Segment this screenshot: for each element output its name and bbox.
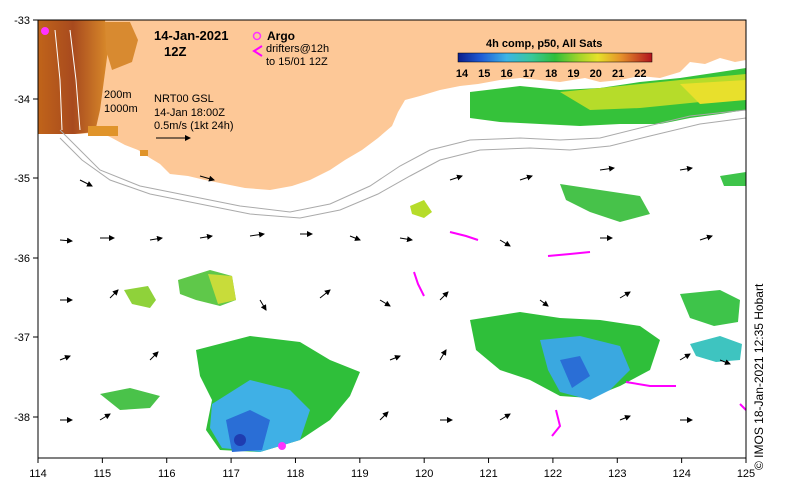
drifter-tracks bbox=[413, 231, 747, 437]
y-tick-label: -38 bbox=[14, 412, 30, 424]
map-time: 12Z bbox=[164, 44, 186, 59]
y-tick-label: -36 bbox=[14, 253, 30, 265]
colorbar-ticks: 14 15 16 17 18 19 20 21 22 bbox=[456, 68, 647, 80]
scale-label: 0.5m/s (1kt 24h) bbox=[154, 120, 233, 132]
x-tick-label: 117 bbox=[222, 468, 240, 480]
land bbox=[38, 20, 746, 190]
colorbar-tick-label: 14 bbox=[456, 68, 469, 80]
colorbar-tick-label: 17 bbox=[523, 68, 535, 80]
x-axis: 114 115 116 117 118 119 120 121 122 123 124 125 bbox=[29, 458, 755, 480]
x-tick-label: 122 bbox=[544, 468, 562, 480]
y-tick-label: -35 bbox=[14, 173, 30, 185]
sst-warm-patch bbox=[38, 20, 108, 134]
x-tick-label: 114 bbox=[29, 468, 47, 480]
x-tick-label: 123 bbox=[608, 468, 626, 480]
colorbar-tick-label: 21 bbox=[612, 68, 624, 80]
y-axis: -33 -34 -35 -36 -37 -38 bbox=[14, 15, 38, 424]
y-tick-label: -33 bbox=[14, 15, 30, 27]
colorbar bbox=[457, 52, 653, 63]
x-tick-label: 120 bbox=[415, 468, 433, 480]
plot-frame bbox=[37, 19, 747, 459]
argo-legend-icon bbox=[252, 31, 262, 41]
colorbar-tick-label: 22 bbox=[634, 68, 646, 80]
colorbar-tick-label: 18 bbox=[545, 68, 557, 80]
argo-float bbox=[278, 442, 286, 450]
y-tick-label: -37 bbox=[14, 332, 30, 344]
drifter-legend-line2: to 15/01 12Z bbox=[266, 56, 328, 68]
argo-float bbox=[41, 27, 49, 35]
contour-200m bbox=[59, 109, 747, 213]
drifter-legend-icon bbox=[252, 45, 263, 57]
colorbar-title: 4h comp, p50, All Sats bbox=[486, 38, 602, 50]
current-vectors bbox=[59, 165, 731, 423]
x-tick-label: 119 bbox=[351, 468, 369, 480]
x-tick-label: 118 bbox=[287, 468, 305, 480]
sst-fragment bbox=[88, 126, 118, 136]
colorbar-tick-label: 19 bbox=[567, 68, 579, 80]
x-tick-label: 125 bbox=[737, 468, 755, 480]
x-tick-label: 124 bbox=[672, 468, 690, 480]
model-label: NRT00 GSL bbox=[154, 93, 214, 105]
credit-label: © IMOS 18-Jan-2021 12:35 Hobart bbox=[752, 283, 766, 470]
contour-1000-label: 1000m bbox=[104, 103, 138, 115]
x-tick-label: 115 bbox=[94, 468, 112, 480]
colorbar-tick-label: 16 bbox=[500, 68, 512, 80]
map-date: 14-Jan-2021 bbox=[154, 28, 228, 43]
contour-200-label: 200m bbox=[104, 89, 132, 101]
drifter-legend-line1: drifters@12h bbox=[266, 43, 329, 55]
y-tick-label: -34 bbox=[14, 94, 30, 106]
argo-legend-label: Argo bbox=[267, 29, 295, 43]
x-tick-label: 121 bbox=[479, 468, 497, 480]
colorbar-tick-label: 15 bbox=[478, 68, 490, 80]
contour-1000m bbox=[59, 117, 747, 219]
x-tick-label: 116 bbox=[158, 468, 176, 480]
colorbar-tick-label: 20 bbox=[590, 68, 602, 80]
model-time: 14-Jan 18:00Z bbox=[154, 107, 225, 119]
